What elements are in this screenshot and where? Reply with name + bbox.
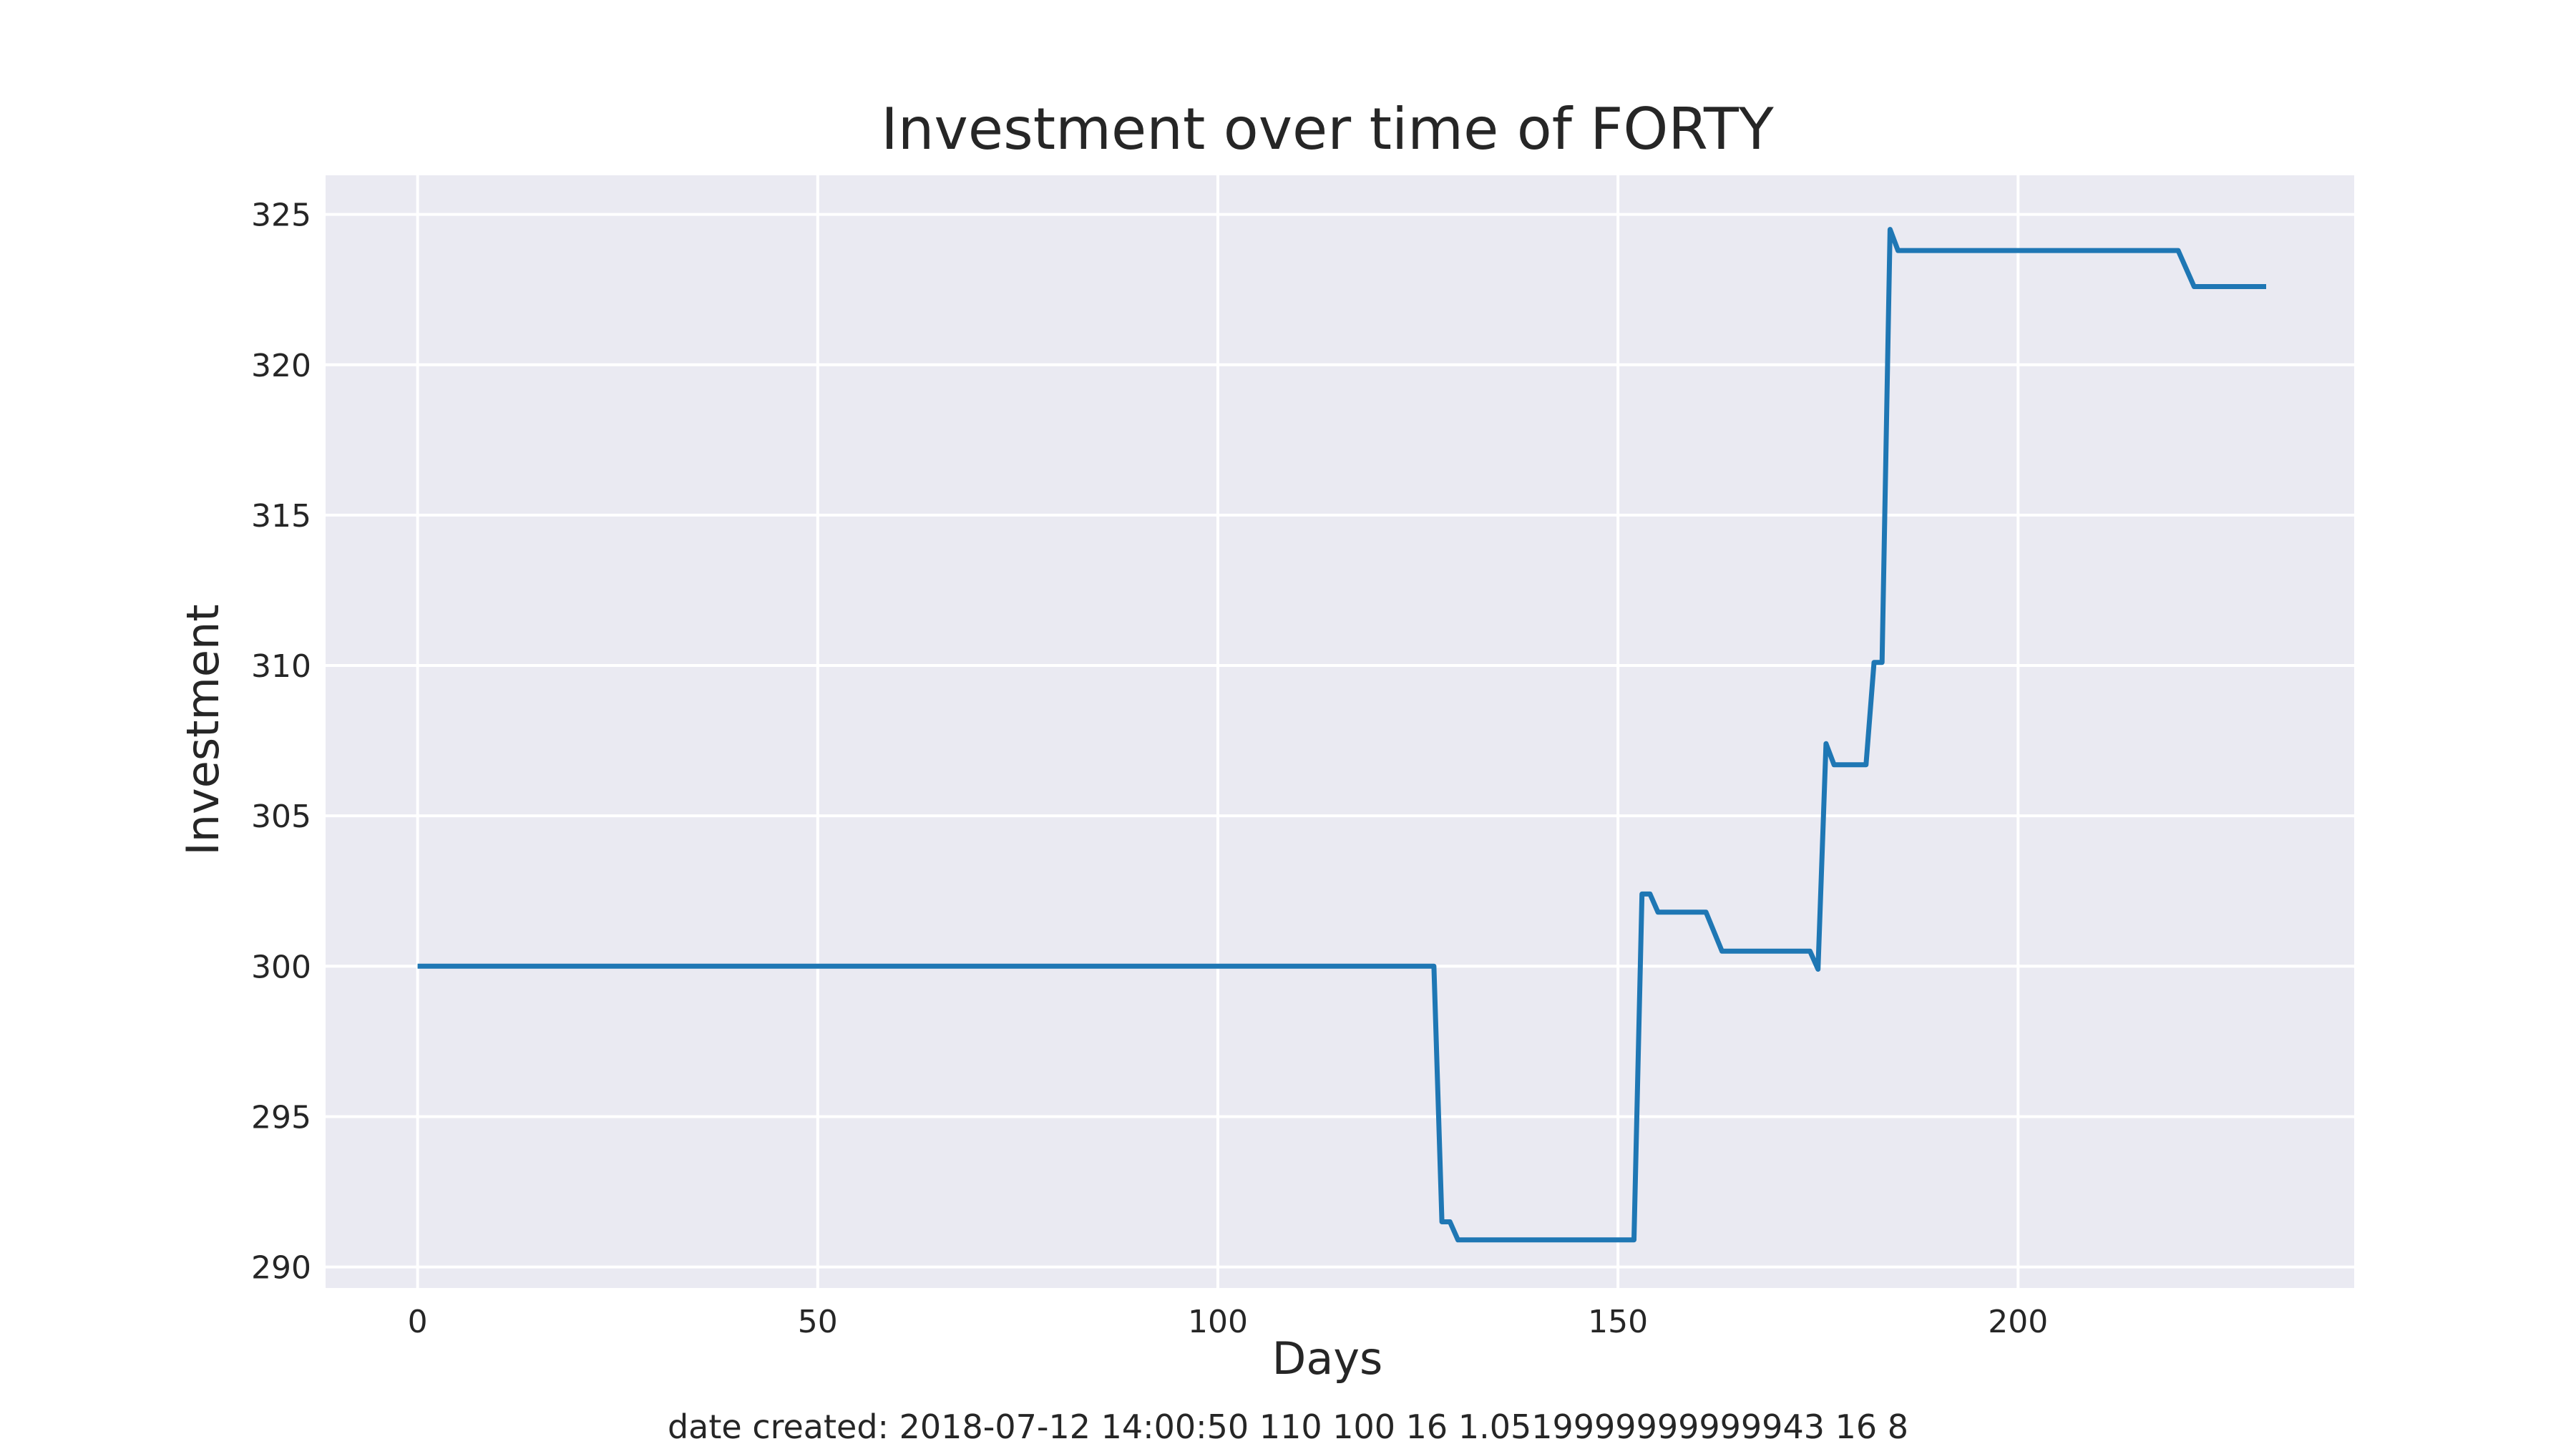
y-axis-title: Investment — [177, 604, 229, 855]
y-tick-label: 310 — [251, 648, 311, 685]
investment-series-line — [417, 227, 2266, 1243]
x-tick-label: 0 — [408, 1304, 428, 1340]
y-tick-label: 295 — [251, 1099, 311, 1136]
x-tick-label: 200 — [1988, 1304, 2048, 1340]
y-tick-labels: 290 295 300 305 310 315 320 325 — [251, 197, 311, 1287]
y-tick-label: 325 — [251, 197, 311, 234]
grid-lines — [326, 175, 2354, 1288]
x-tick-label: 50 — [798, 1304, 838, 1340]
y-tick-label: 305 — [251, 799, 311, 835]
y-tick-label: 300 — [251, 949, 311, 985]
series-layer — [417, 227, 2266, 1243]
footer-date-created: date created: 2018-07-12 14:00:50 110 10… — [668, 1407, 1908, 1446]
y-tick-label: 290 — [251, 1250, 311, 1287]
x-tick-label: 100 — [1188, 1304, 1248, 1340]
y-tick-label: 320 — [251, 348, 311, 384]
x-axis-title: Days — [1272, 1332, 1383, 1385]
y-tick-label: 315 — [251, 498, 311, 535]
plot-area — [326, 175, 2354, 1288]
x-tick-labels: 0 50 100 150 200 — [408, 1304, 2049, 1340]
chart-title: Investment over time of FORTY — [881, 96, 1775, 162]
x-tick-label: 150 — [1588, 1304, 1648, 1340]
